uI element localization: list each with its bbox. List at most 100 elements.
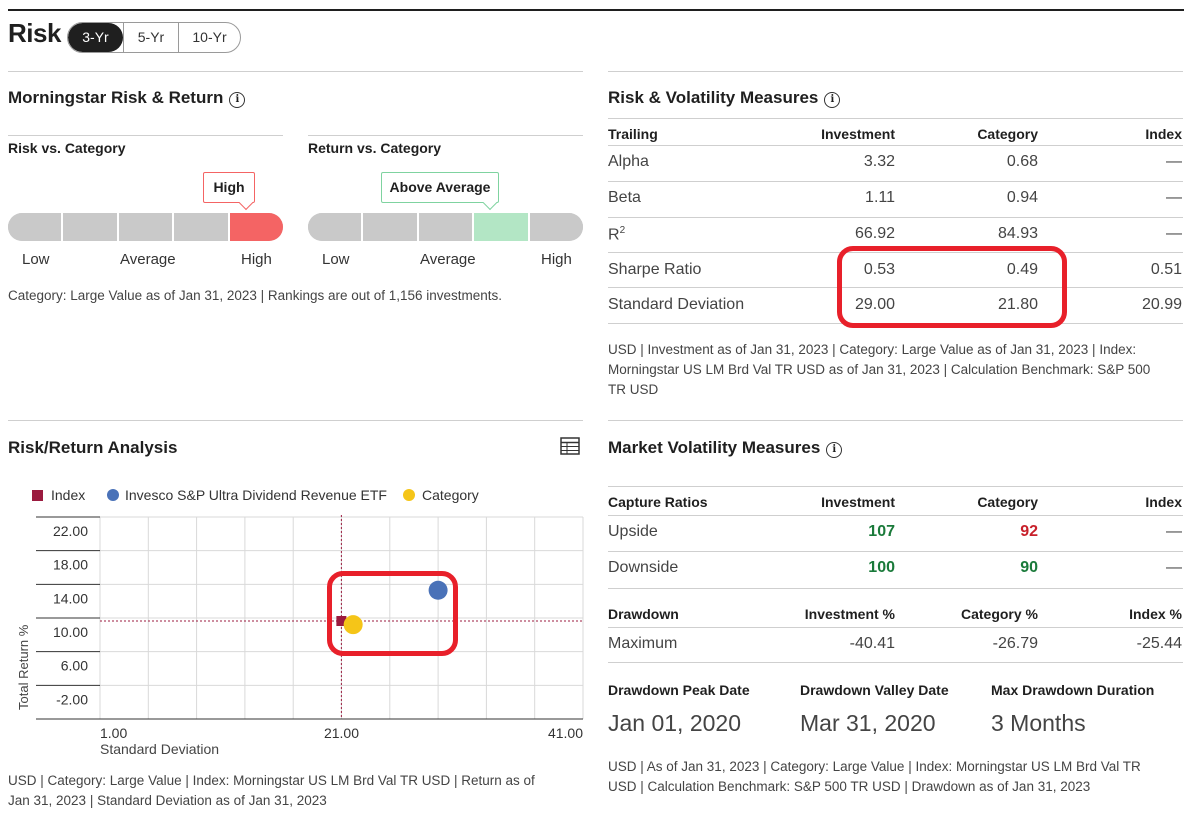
return-meter-segment	[361, 213, 417, 241]
volatility-section-title: Risk & Volatility Measures i	[608, 88, 841, 108]
risk-meter-segment-active	[227, 213, 283, 241]
legend-index-label: Index	[51, 487, 86, 503]
y-tick-label: 22.00	[53, 523, 88, 539]
upside-investment: 107	[868, 523, 895, 540]
divider	[608, 420, 1183, 421]
col-header-category: Category	[977, 126, 1038, 142]
y-axis-label: Total Return %	[16, 624, 31, 710]
period-selector[interactable]: 3-Yr 5-Yr 10-Yr	[67, 22, 241, 53]
market-footnote-line: USD | Calculation Benchmark: S&P 500 TR …	[608, 779, 1091, 794]
risk-meter-segment	[116, 213, 173, 241]
return-scale-average: Average	[420, 251, 476, 268]
return-meter	[308, 213, 583, 241]
return-rating-tag: Above Average	[381, 172, 499, 203]
sharpe-index: 0.51	[1150, 261, 1182, 278]
legend-index: Index	[32, 487, 85, 503]
divider	[8, 135, 283, 136]
sharpe-investment: 0.53	[863, 261, 895, 278]
row-divider	[608, 627, 1183, 628]
risk-return-section-title: Morningstar Risk & Return i	[8, 88, 246, 108]
downside-investment: 100	[868, 559, 895, 576]
duration-value: 3 Months	[991, 710, 1086, 736]
beta-investment: 1.11	[865, 189, 895, 206]
period-5yr-button[interactable]: 5-Yr	[123, 23, 178, 52]
legend-category-label: Category	[422, 487, 479, 503]
col-header-capture-index: Index	[1145, 494, 1182, 510]
risk-return-scatter: 22.00 18.00 14.00 10.00 6.00 -2.00 1.00 21.00 41…	[16, 515, 584, 757]
x-tick-label: 1.00	[100, 725, 127, 741]
alpha-category: 0.68	[1006, 153, 1038, 170]
legend-category-swatch	[403, 489, 415, 501]
divider	[308, 135, 583, 136]
info-icon[interactable]: i	[826, 442, 843, 458]
maximum-investment: -40.41	[849, 635, 895, 652]
peak-date-label: Drawdown Peak Date	[608, 682, 750, 698]
x-axis-label: Standard Deviation	[100, 741, 219, 757]
r2-category: 84.93	[997, 225, 1038, 242]
market-section-title: Market Volatility Measures i	[608, 438, 843, 458]
top-rule	[8, 9, 1184, 11]
row-label-beta: Beta	[608, 189, 641, 206]
period-3yr-button[interactable]: 3-Yr	[68, 23, 123, 52]
volatility-footnote-line: Morningstar US LM Brd Val TR USD as of J…	[608, 362, 1151, 377]
valley-date-label: Drawdown Valley Date	[800, 682, 949, 698]
col-header-drawdown: Drawdown	[608, 606, 679, 622]
legend-fund: Invesco S&P Ultra Dividend Revenue ETF	[107, 487, 387, 503]
duration-label: Max Drawdown Duration	[991, 682, 1155, 698]
risk-scale-average: Average	[120, 251, 176, 268]
market-footnote-line: USD | As of Jan 31, 2023 | Category: Lar…	[608, 759, 1141, 774]
return-meter-segment	[527, 213, 583, 241]
market-footnote: USD | As of Jan 31, 2023 | Category: Lar…	[608, 757, 1141, 797]
row-divider	[608, 515, 1183, 516]
col-header-trailing: Trailing	[608, 126, 658, 142]
return-meter-segment	[308, 213, 362, 241]
info-icon[interactable]: i	[229, 92, 246, 108]
divider	[608, 486, 1183, 487]
return-scale-high: High	[541, 251, 572, 268]
std-dev-index: 20.99	[1141, 296, 1182, 313]
analysis-footnote-line: USD | Category: Large Value | Index: Mor…	[8, 773, 535, 788]
row-divider	[608, 252, 1183, 253]
divider	[8, 420, 583, 421]
risk-rating-tag: High	[203, 172, 255, 203]
row-divider	[608, 287, 1183, 288]
market-title: Market Volatility Measures	[608, 438, 821, 457]
y-tick-label: 18.00	[53, 557, 88, 573]
table-view-icon[interactable]	[560, 437, 580, 460]
risk-vs-category-title: Risk vs. Category	[8, 140, 126, 156]
peak-date-value: Jan 01, 2020	[608, 710, 742, 736]
return-meter-segment-active	[472, 213, 528, 241]
y-tick-label: 10.00	[53, 624, 88, 640]
y-tick-label: 14.00	[53, 590, 88, 606]
r2-investment: 66.92	[854, 225, 895, 242]
alpha-index: —	[1166, 153, 1182, 170]
legend-fund-label: Invesco S&P Ultra Dividend Revenue ETF	[125, 487, 387, 503]
x-tick-label: 41.00	[548, 725, 583, 741]
row-divider	[608, 662, 1183, 663]
row-divider	[608, 145, 1183, 146]
maximum-category: -26.79	[992, 635, 1038, 652]
risk-meter-segment	[61, 213, 117, 241]
row-label-maximum: Maximum	[608, 635, 678, 652]
risk-meter-segment	[8, 213, 62, 241]
upside-category: 92	[1020, 523, 1038, 540]
scatter-highlight-annotation	[327, 571, 458, 656]
return-scale-low: Low	[322, 251, 350, 268]
risk-scale-high: High	[241, 251, 272, 268]
row-label-alpha: Alpha	[608, 153, 649, 170]
period-10yr-button[interactable]: 10-Yr	[178, 23, 240, 52]
legend-category: Category	[403, 487, 479, 503]
col-header-drawdown-category: Category %	[960, 606, 1038, 622]
row-divider	[608, 181, 1183, 182]
row-label-downside: Downside	[608, 559, 679, 576]
divider	[8, 71, 583, 72]
row-label-sharpe: Sharpe Ratio	[608, 261, 702, 278]
info-icon[interactable]: i	[824, 92, 841, 108]
y-tick-label: 6.00	[61, 658, 88, 674]
maximum-index: -25.44	[1136, 635, 1182, 652]
analysis-footnote-line: Jan 31, 2023 | Standard Deviation as of …	[8, 793, 327, 808]
scatter-point-category	[343, 615, 363, 635]
divider	[608, 118, 1183, 119]
beta-index: —	[1166, 189, 1182, 206]
col-header-drawdown-investment: Investment %	[804, 606, 895, 622]
